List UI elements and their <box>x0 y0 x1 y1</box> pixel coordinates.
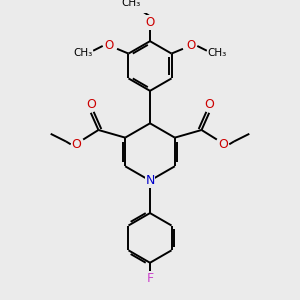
Text: O: O <box>219 138 229 151</box>
Text: O: O <box>204 98 214 111</box>
Text: CH₃: CH₃ <box>121 0 140 8</box>
Text: O: O <box>71 138 81 151</box>
Text: O: O <box>86 98 96 111</box>
Text: O: O <box>146 16 154 28</box>
Text: F: F <box>146 272 154 284</box>
Text: O: O <box>105 39 114 52</box>
Text: CH₃: CH₃ <box>73 48 92 58</box>
Text: CH₃: CH₃ <box>208 48 227 58</box>
Text: O: O <box>186 39 195 52</box>
Text: N: N <box>145 174 155 187</box>
